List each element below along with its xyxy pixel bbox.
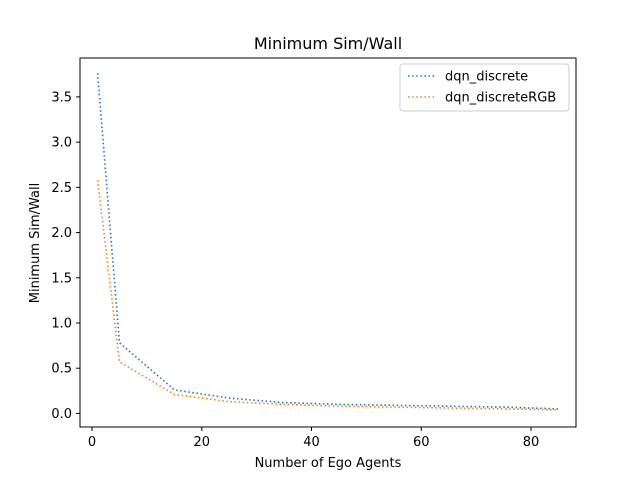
x-tick-label: 20 (194, 435, 211, 450)
plot-frame (79, 57, 577, 428)
x-axis: 0 20 40 60 80 (88, 427, 539, 450)
x-tick-label: 60 (413, 435, 430, 450)
legend-box (399, 63, 570, 112)
legend-label-dqn_discreteRGB: dqn_discreteRGB (445, 91, 556, 106)
chart-title: Minimum Sim/Wall (254, 34, 402, 53)
y-tick-label: 3.0 (51, 136, 72, 151)
y-tick-label: 2.0 (51, 226, 72, 241)
x-tick-label: 0 (88, 435, 96, 450)
x-tick-label: 40 (303, 435, 320, 450)
series-layer (96, 73, 559, 411)
y-tick-label: 1.0 (51, 316, 72, 331)
x-tick-label: 80 (523, 435, 540, 450)
series-line-dqn_discrete (96, 73, 559, 410)
x-axis-label: Number of Ego Agents (255, 456, 402, 471)
legend: dqn_discrete dqn_discreteRGB (399, 63, 570, 112)
y-tick-label: 0.0 (51, 407, 72, 422)
plot-area (79, 57, 577, 428)
legend-label-dqn_discrete: dqn_discrete (445, 70, 528, 85)
y-tick-label: 1.5 (51, 271, 72, 286)
y-tick-label: 3.5 (51, 90, 72, 105)
y-tick-label: 0.5 (51, 362, 72, 377)
y-tick-label: 2.5 (51, 181, 72, 196)
y-axis: 0.0 0.5 1.0 1.5 2.0 2.5 3.0 3.5 (51, 90, 80, 422)
y-axis-label: Minimum Sim/Wall (28, 183, 43, 304)
